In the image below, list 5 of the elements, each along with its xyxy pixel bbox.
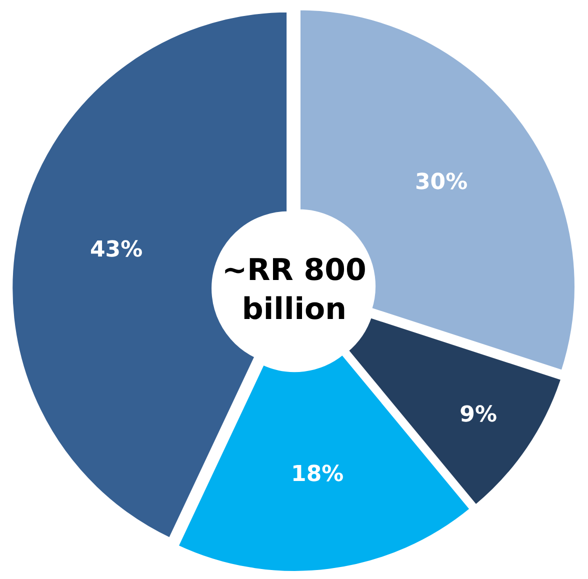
- text: ~RR 800 billion: [222, 253, 366, 327]
- data-label: 30%: [414, 170, 468, 195]
- data-label: 9%: [460, 402, 498, 428]
- data-label: 43%: [90, 237, 143, 262]
- data-label: 18%: [291, 462, 344, 488]
